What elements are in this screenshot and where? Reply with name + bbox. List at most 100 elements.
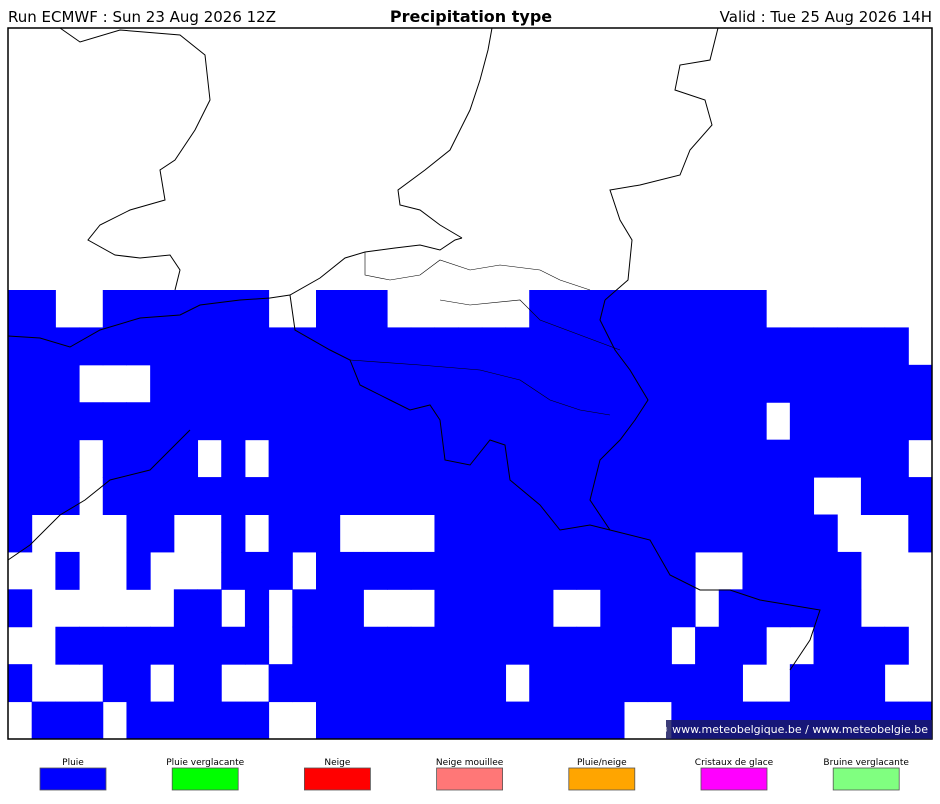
rain-cell	[789, 551, 815, 590]
rain-cell	[718, 364, 743, 403]
rain-cell	[813, 551, 838, 590]
rain-cell	[600, 701, 625, 740]
rain-cell	[197, 664, 222, 703]
rain-cell	[150, 626, 175, 665]
rain-cell	[552, 514, 578, 553]
coast	[7, 429, 191, 561]
rain-cell	[126, 626, 151, 665]
rain-cell	[837, 402, 862, 441]
rain-cell	[458, 589, 483, 628]
rain-cell	[173, 327, 199, 366]
rain-cell	[244, 364, 270, 403]
rain-cell	[600, 551, 625, 590]
rain-cell	[458, 701, 483, 740]
rain-cell	[718, 589, 743, 628]
rain-cell	[576, 514, 601, 553]
rain-cell	[458, 626, 483, 665]
rain-cell	[150, 290, 175, 328]
rain-cell	[8, 402, 33, 441]
legend-label: Cristaux de glace	[695, 758, 774, 768]
rain-cell	[552, 626, 578, 665]
rain-cell	[434, 402, 459, 441]
rain-cell	[410, 701, 435, 740]
rain-cell	[837, 664, 862, 703]
rain-cell	[363, 664, 388, 703]
rain-cell	[339, 439, 364, 478]
rain-cell	[813, 626, 838, 665]
rain-cell	[505, 589, 530, 628]
rain-cell	[434, 439, 459, 478]
rain-cell	[624, 514, 649, 553]
rain-cell	[102, 664, 127, 703]
rain-cell	[197, 290, 222, 328]
rain-cell	[884, 402, 909, 441]
rain-cell	[884, 364, 909, 403]
rain-cell	[481, 664, 507, 703]
rain-cell	[789, 364, 815, 403]
rain-cell	[434, 514, 459, 553]
rain-cell	[766, 477, 791, 515]
valid-label: Valid : Tue 25 Aug 2026 14H	[720, 8, 932, 26]
rain-cell	[31, 364, 56, 403]
rain-cell	[8, 290, 33, 328]
rain-cell	[813, 589, 838, 628]
rain-cell	[481, 477, 507, 515]
rain-cell	[410, 439, 435, 478]
rain-cell	[292, 364, 317, 403]
rain-cell	[671, 664, 696, 703]
rain-cell	[339, 589, 364, 628]
rain-cell	[102, 327, 127, 366]
rain-cell	[860, 477, 886, 515]
rain-cell	[837, 626, 862, 665]
rain-cell	[624, 364, 649, 403]
rain-cell	[102, 626, 127, 665]
rain-cell	[126, 551, 151, 590]
rain-cell	[671, 402, 696, 441]
rain-cell	[766, 327, 791, 366]
rain-cell	[150, 514, 175, 553]
legend: Pluie Pluie verglacante Neige Neige mouille…	[39, 758, 909, 791]
rain-cell	[150, 402, 175, 441]
legend-swatch	[39, 767, 107, 791]
rain-cell	[150, 439, 175, 478]
rain-cell	[126, 514, 151, 553]
rain-cell	[695, 439, 720, 478]
rain-cell	[31, 327, 56, 366]
rain-cell	[481, 439, 507, 478]
rain-cell	[552, 664, 578, 703]
rain-cell	[458, 439, 483, 478]
rain-cell	[150, 364, 175, 403]
rain-cell	[695, 664, 720, 703]
rain-cell	[884, 626, 909, 665]
rain-cell	[197, 327, 222, 366]
rain-cell	[126, 701, 151, 740]
rain-cell	[742, 364, 767, 403]
rain-cell	[55, 439, 80, 478]
rain-cell	[197, 589, 222, 628]
rain-cell	[244, 290, 270, 328]
rain-cell	[837, 327, 862, 366]
rain-cell	[268, 477, 293, 515]
rain-cell	[221, 364, 246, 403]
rain-cell	[197, 626, 222, 665]
rain-cell	[387, 626, 412, 665]
rain-cell	[576, 551, 601, 590]
rain-cell	[718, 439, 743, 478]
legend-swatch	[832, 767, 900, 791]
rain-cell	[126, 402, 151, 441]
rain-cell	[505, 701, 530, 740]
rain-cell	[742, 626, 767, 665]
rain-cell	[600, 664, 625, 703]
rain-cell	[316, 327, 341, 366]
rain-cell	[434, 364, 459, 403]
rain-cell	[102, 477, 127, 515]
rain-cell	[718, 514, 743, 553]
rain-cell	[529, 701, 554, 740]
rain-cell	[505, 626, 530, 665]
legend-label: Neige	[324, 758, 350, 768]
rain-cell	[244, 402, 270, 441]
rain-cell	[813, 664, 838, 703]
rain-cell	[387, 551, 412, 590]
rain-cell	[671, 514, 696, 553]
